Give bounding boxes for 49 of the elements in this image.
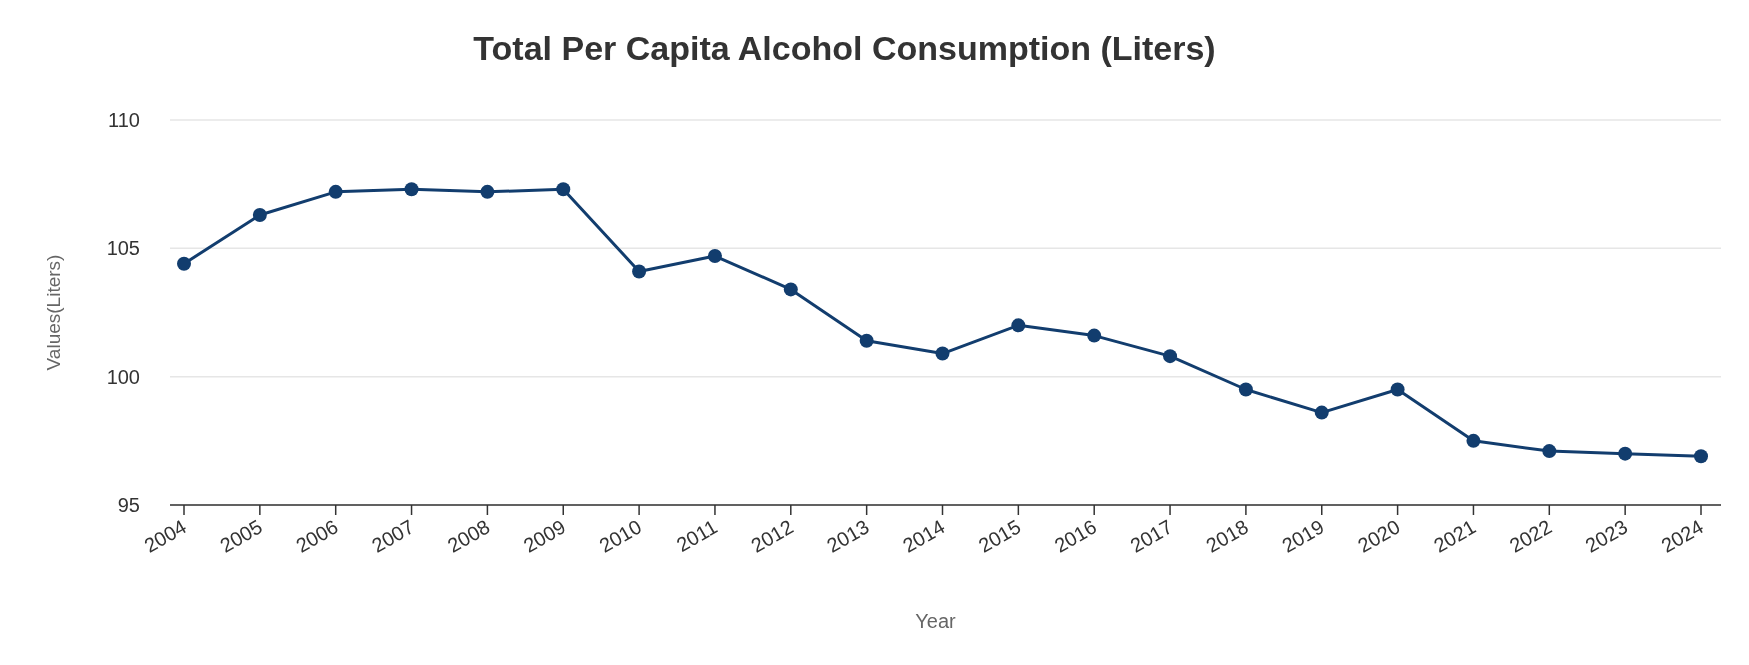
point: [328, 184, 343, 199]
x-tick-label: 2020: [1354, 515, 1404, 557]
point: [252, 207, 267, 222]
point: [859, 333, 874, 348]
point: [1314, 405, 1329, 420]
point: [556, 182, 571, 197]
point: [177, 256, 191, 271]
x-tick-label: 2011: [672, 515, 721, 556]
x-tick-label: 2008: [443, 515, 494, 557]
x-tick-label: 2012: [747, 515, 797, 557]
x-tick-label: 2019: [1278, 515, 1328, 557]
x-tick-label: 2018: [1202, 515, 1252, 557]
x-axis-title: Year: [915, 610, 957, 632]
x-tick-label: 2010: [595, 515, 646, 557]
point: [783, 282, 798, 297]
point: [480, 184, 495, 199]
x-tick-label: 2007: [368, 515, 418, 557]
point: [632, 264, 647, 279]
x-tick-label: 2023: [1581, 515, 1632, 557]
x-tick-label: 2017: [1126, 515, 1177, 557]
point: [404, 182, 419, 197]
x-tick-label: 2013: [823, 515, 873, 557]
x-tick-label: 2024: [1657, 515, 1707, 557]
point: [1390, 382, 1405, 397]
point: [1087, 328, 1102, 343]
y-axis-title: Values(Liters): [43, 254, 64, 371]
x-tick-label: 2005: [216, 515, 266, 557]
point: [1011, 318, 1026, 333]
point: [1163, 349, 1178, 364]
y-tick-label: 95: [117, 494, 140, 516]
x-tick-label: 2006: [292, 515, 342, 557]
point: [1542, 444, 1557, 459]
x-tick-label: 2009: [519, 515, 570, 557]
chart-title: Total Per Capita Alcohol Consumption (Liters): [473, 29, 1216, 67]
x-tick-label: 2022: [1505, 515, 1556, 557]
point: [1618, 446, 1633, 461]
x-tick-label: 2021: [1429, 515, 1480, 557]
y-tick-label: 105: [106, 237, 140, 260]
point: [707, 249, 722, 264]
point: [1238, 382, 1253, 397]
y-tick-label: 100: [106, 365, 140, 388]
x-tick-label: 2015: [974, 515, 1025, 557]
point: [1694, 449, 1708, 464]
x-tick-label: 2016: [1050, 515, 1101, 557]
y-tick-label: 110: [108, 109, 140, 131]
x-tick-label: 2004: [140, 515, 190, 557]
x-tick-label: 2014: [898, 515, 949, 557]
point: [1466, 433, 1481, 448]
point: [935, 346, 950, 361]
